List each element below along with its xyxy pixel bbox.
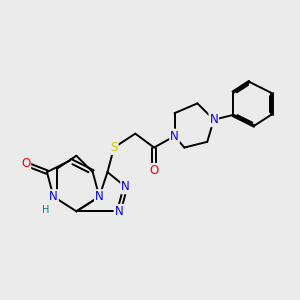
Text: O: O	[149, 164, 159, 177]
Text: H: H	[42, 205, 49, 215]
Text: N: N	[170, 130, 179, 142]
Text: N: N	[49, 190, 58, 203]
Text: N: N	[209, 113, 218, 126]
Text: S: S	[110, 141, 118, 154]
Text: N: N	[115, 205, 123, 218]
Text: N: N	[121, 180, 130, 193]
Text: O: O	[21, 158, 30, 170]
Text: N: N	[95, 190, 104, 203]
